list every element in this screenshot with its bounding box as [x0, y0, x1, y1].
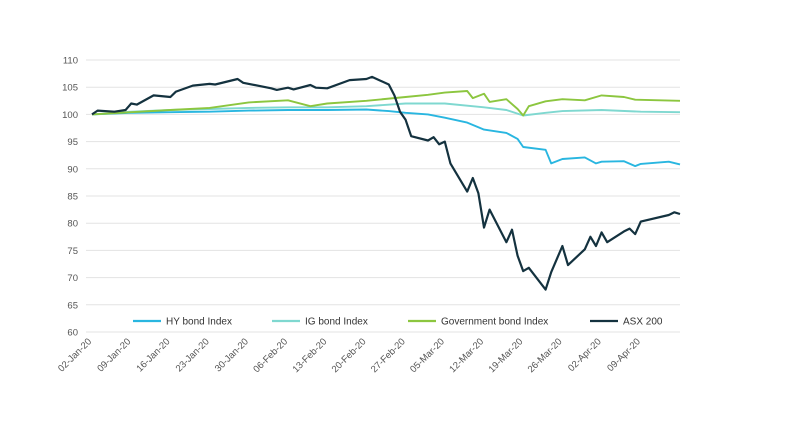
- legend-label: IG bond Index: [305, 317, 368, 328]
- series-line-2: [91, 90, 681, 117]
- x-tick-label: 12-Mar-20: [447, 336, 486, 375]
- legend-label: Government bond Index: [441, 317, 548, 328]
- y-tick-label: 100: [62, 110, 78, 121]
- x-tick-label: 09-Apr-20: [605, 336, 643, 374]
- y-tick-label: 60: [67, 328, 78, 339]
- x-tick-label: 13-Feb-20: [291, 336, 330, 375]
- y-tick-label: 110: [63, 56, 78, 67]
- legend-label: ASX 200: [623, 317, 663, 328]
- series-line-3: [91, 75, 681, 291]
- x-tick-label: 27-Feb-20: [369, 336, 408, 375]
- x-tick-label: 02-Apr-20: [566, 336, 604, 374]
- y-tick-label: 65: [67, 300, 78, 311]
- y-tick-label: 105: [62, 83, 78, 94]
- y-tick-label: 85: [67, 192, 78, 203]
- x-axis: 02-Jan-20 09-Jan-20 16-Jan-20 23-Jan-20 30-J…: [56, 336, 643, 375]
- series-line-0: [91, 108, 681, 168]
- x-tick-label: 23-Jan-20: [174, 336, 212, 374]
- x-tick-label: 20-Feb-20: [330, 336, 369, 375]
- legend: HY bond Index IG bond Index Government bon…: [133, 317, 663, 328]
- y-tick-label: 70: [67, 273, 78, 284]
- x-tick-label: 16-Jan-20: [134, 336, 172, 374]
- y-tick-label: 80: [67, 219, 78, 230]
- x-tick-label: 06-Feb-20: [251, 336, 290, 375]
- grid: [86, 59, 680, 333]
- y-tick-label: 90: [67, 164, 78, 175]
- y-axis: 60 65 70 75 80 85 90 95 100 105 110: [62, 56, 78, 339]
- x-tick-label: 09-Jan-20: [95, 336, 133, 374]
- x-tick-label: 05-Mar-20: [408, 336, 447, 375]
- y-tick-label: 75: [67, 246, 78, 257]
- x-tick-label: 19-Mar-20: [487, 336, 526, 375]
- x-tick-label: 02-Jan-20: [56, 336, 94, 374]
- x-tick-label: 26-Mar-20: [526, 336, 565, 375]
- x-tick-label: 30-Jan-20: [213, 336, 251, 374]
- series-lines: [91, 75, 681, 291]
- y-tick-label: 95: [67, 137, 78, 148]
- legend-label: HY bond Index: [166, 317, 232, 328]
